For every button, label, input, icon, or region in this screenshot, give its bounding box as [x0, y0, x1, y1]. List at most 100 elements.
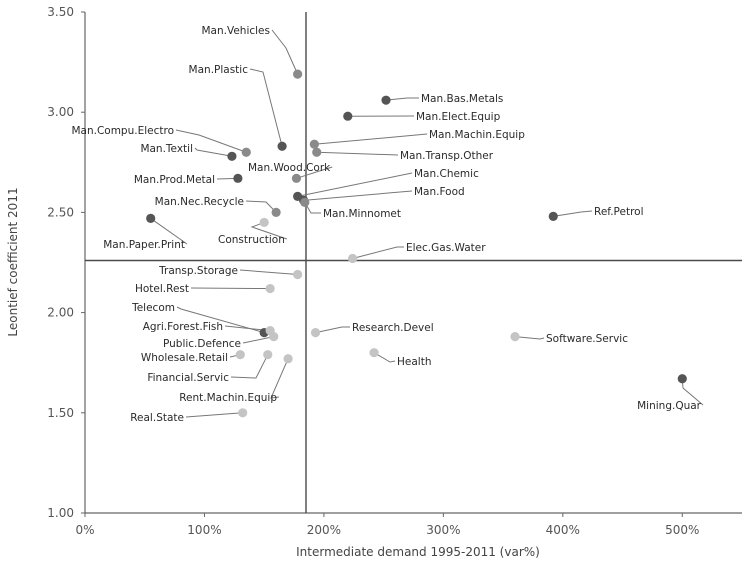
leader-line-man-textil [194, 147, 233, 157]
leader-line-man-compu-electro [175, 129, 247, 153]
label-man-bas-metals: Man.Bas.Metals [421, 93, 503, 105]
x-tick-label: 200% [307, 523, 341, 537]
leader-line-telecom [176, 306, 265, 334]
leader-line-man-chemic [297, 172, 413, 197]
x-tick-label: 400% [546, 523, 580, 537]
leader-line-software-servic [514, 336, 545, 340]
label-transp-storage: Transp.Storage [158, 265, 238, 277]
label-research-devel: Research.Devel [352, 322, 434, 334]
point-labels: Man.Vehicles Man.Plastic Man.Bas.Metals Man… [71, 25, 701, 424]
y-tick-label: 1.00 [47, 506, 74, 520]
label-telecom: Telecom [131, 302, 175, 314]
point-man-vehicles [293, 69, 303, 79]
point-man-machin-equip [309, 139, 319, 149]
point-man-prod-metal [233, 173, 243, 183]
point-man-compu-electro [241, 147, 251, 157]
x-tick-label: 300% [426, 523, 460, 537]
point-research-devel [310, 328, 321, 338]
label-construction: Construction [218, 234, 285, 246]
point-rent-machin-equip [283, 354, 293, 364]
leader-line-man-food [303, 190, 413, 201]
point-man-textil [227, 151, 237, 161]
label-elec-gas-water: Elec.Gas.Water [406, 242, 486, 254]
label-wholesale-retail: Wholesale.Retail [141, 352, 228, 364]
leader-line-man-machin-equip [314, 133, 428, 145]
leader-line-research-devel [315, 326, 350, 334]
point-man-plastic [277, 141, 287, 151]
leader-line-financial-servic [230, 354, 269, 379]
label-real-state: Real.State [130, 412, 184, 424]
label-man-nec-recycle: Man.Nec.Recycle [155, 196, 244, 208]
label-man-chemic: Man.Chemic [414, 168, 479, 180]
y-tick-label: 1.50 [47, 406, 74, 420]
point-software-servic [510, 332, 520, 342]
label-hotel-rest: Hotel.Rest [135, 283, 189, 295]
point-ref-petrol [548, 211, 558, 222]
label-man-prod-metal: Man.Prod.Metal [134, 174, 215, 186]
point-financial-servic [263, 350, 273, 360]
point-transp-storage [293, 269, 303, 280]
label-man-compu-electro: Man.Compu.Electro [71, 125, 174, 137]
label-rent-machin-equip: Rent.Machin.Equip [179, 392, 277, 404]
label-man-transp-other: Man.Transp.Other [400, 150, 494, 162]
point-man-elect-equip [343, 111, 353, 121]
point-man-bas-metals [381, 95, 391, 105]
leader-line-man-bas-metals [385, 97, 419, 101]
y-tick-label: 3.50 [47, 5, 74, 19]
label-man-minnomet: Man.Minnomet [323, 208, 401, 220]
leader-line-man-wood-cork [296, 166, 333, 179]
point-man-minnomet [300, 197, 310, 207]
leader-line-real-state [185, 412, 243, 418]
leader-line-man-nec-recycle [245, 200, 277, 213]
label-health: Health [397, 356, 431, 368]
point-wholesale-retail [235, 350, 245, 360]
point-man-wood-cork [291, 173, 302, 183]
point-health [369, 348, 379, 358]
leader-line-public-defence [242, 336, 274, 344]
y-tick-label: 3.00 [47, 105, 74, 119]
leader-line-rent-machin-equip [270, 358, 289, 399]
axis-ticks: 1.00 1.50 2.00 2.50 3.00 3.50 0% 100% 200% 300% 40… [47, 5, 699, 537]
point-man-transp-other [312, 147, 322, 157]
label-man-textil: Man.Textil [140, 143, 193, 155]
leader-line-transp-storage [239, 269, 298, 276]
label-man-paper-print: Man.Paper.Print [103, 239, 185, 251]
label-public-defence: Public.Defence [163, 338, 241, 350]
plot-frame [84, 12, 742, 514]
x-tick-label: 0% [75, 523, 94, 537]
leader-line-elec-gas-water [352, 246, 404, 259]
leader-line-man-transp-other [316, 151, 399, 156]
label-man-machin-equip: Man.Machin.Equip [429, 129, 525, 141]
data-points [146, 69, 687, 418]
y-tick-label: 2.00 [47, 306, 74, 320]
label-man-plastic: Man.Plastic [189, 64, 249, 76]
label-man-elect-equip: Man.Elect.Equip [416, 111, 501, 123]
point-mining-quar [677, 374, 687, 384]
x-tick-label: 100% [187, 523, 221, 537]
leader-line-health [373, 352, 396, 363]
x-axis-title: Intermediate demand 1995-2011 (var%) [296, 545, 540, 559]
leader-line-ref-petrol [553, 210, 593, 217]
y-axis-title: Leontief coefficient 2011 [6, 187, 20, 336]
label-man-food: Man.Food [414, 186, 465, 198]
point-man-nec-recycle [271, 207, 281, 217]
point-man-paper-print [146, 213, 156, 224]
label-man-wood-cork: Man.Wood.Cork [248, 162, 331, 174]
label-software-servic: Software.Servic [546, 333, 628, 345]
label-mining-quar: Mining.Quar [637, 400, 702, 412]
leader-line-man-vehicles [271, 29, 299, 75]
leader-line-hotel-rest [190, 287, 271, 290]
leader-line-man-paper-print [150, 218, 188, 245]
label-agri-forest-fish: Agri.Forest.Fish [143, 321, 223, 333]
point-hotel-rest [265, 283, 275, 294]
x-tick-label: 500% [665, 523, 699, 537]
label-man-vehicles: Man.Vehicles [201, 25, 270, 37]
point-public-defence [269, 332, 279, 342]
label-leader-lines [150, 29, 704, 418]
leader-line-man-plastic [249, 68, 283, 147]
reference-lines [85, 12, 742, 513]
y-tick-label: 2.50 [47, 205, 74, 219]
point-elec-gas-water [347, 253, 358, 264]
